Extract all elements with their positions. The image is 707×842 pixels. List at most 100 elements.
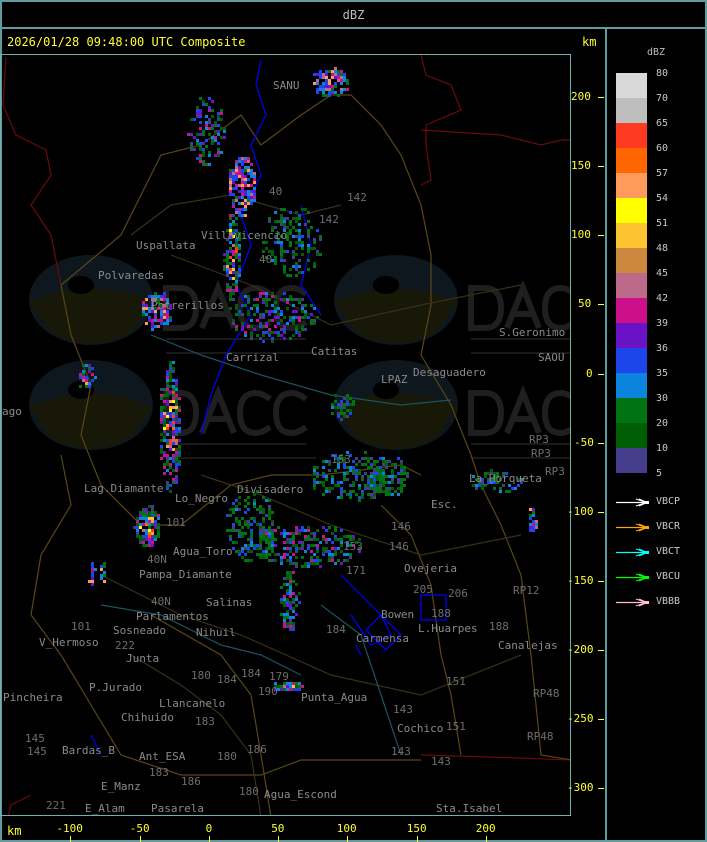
radar-echo [229,193,232,196]
radar-echo [376,478,379,481]
radar-echo [238,274,241,277]
radar-echo [163,310,166,313]
radar-echo [247,310,250,313]
radar-echo [247,184,250,187]
radar-echo [361,478,364,481]
radar-echo [262,535,265,538]
radar-echo [166,445,169,448]
radar-echo [145,298,148,301]
radar-echo [325,76,328,79]
radar-echo [175,454,178,457]
radar-echo [250,532,253,535]
radar-echo [88,580,91,583]
radar-echo [289,274,292,277]
radar-echo [295,220,298,223]
radar-echo [265,547,268,550]
map-canvas[interactable]: UspallataPolvaredasVillavicencioPotreril… [1,55,571,816]
radar-echo [163,406,166,409]
radar-echo [226,274,229,277]
radar-echo [268,535,271,538]
radar-echo [88,385,91,388]
radar-echo [265,499,268,502]
radar-echo [178,451,181,454]
radar-echo [337,484,340,487]
radar-echo [238,175,241,178]
radar-echo [178,460,181,463]
radar-echo [241,157,244,160]
radar-echo [349,493,352,496]
radar-echo [232,511,235,514]
radar-echo [292,598,295,601]
radar-echo [310,319,313,322]
radar-echo [274,307,277,310]
radar-map[interactable]: Uspallata Polvaredas Villavicencio Potreril… [0,54,571,816]
radar-echo [256,310,259,313]
radar-echo [175,460,178,463]
radar-echo [166,433,169,436]
radar-echo [334,76,337,79]
radar-echo [238,253,241,256]
radar-echo [211,127,214,130]
radar-echo [148,511,151,514]
radar-echo [337,76,340,79]
radar-echo [154,325,157,328]
radar-echo [322,82,325,85]
radar-echo [241,325,244,328]
radar-echo [235,175,238,178]
radar-echo [292,580,295,583]
radar-echo [406,472,409,475]
radar-echo [175,397,178,400]
radar-echo [331,403,334,406]
radar-echo [343,73,346,76]
radar-echo [151,511,154,514]
radar-echo [361,496,364,499]
radar-echo [352,472,355,475]
radar-echo [283,331,286,334]
radar-echo [346,472,349,475]
radar-echo [247,325,250,328]
radar-echo [277,688,280,691]
radar-echo [232,181,235,184]
radar-echo [361,463,364,466]
radar-echo [265,298,268,301]
radar-echo [151,538,154,541]
radar-echo [247,298,250,301]
radar-echo [331,412,334,415]
place-label: Llancanelo [159,697,225,710]
place-label: V_Hermoso [39,636,99,649]
radar-echo [346,535,349,538]
x-tick-label: 50 [271,822,285,835]
radar-label: VBCR [656,521,681,532]
radar-echo [328,487,331,490]
radar-echo [169,361,172,364]
radar-echo [343,415,346,418]
radar-echo [247,169,250,172]
radar-echo [250,169,253,172]
radar-echo [283,208,286,211]
radar-echo [235,499,238,502]
route-label: 183 [195,715,215,728]
radar-echo [328,559,331,562]
radar-echo [166,313,169,316]
radar-echo [262,511,265,514]
radar-echo [337,412,340,415]
radar-echo [280,685,283,688]
radar-echo [175,433,178,436]
radar-echo [388,460,391,463]
radar-echo [274,220,277,223]
radar-echo [328,553,331,556]
radar-echo [148,316,151,319]
radar-echo [172,397,175,400]
x-unit-label: km [7,824,22,838]
radar-echo [157,325,160,328]
radar-echo [382,457,385,460]
radar-echo [238,310,241,313]
radar-echo [295,298,298,301]
map-boundaries [2,55,570,815]
boundary-line [420,55,570,186]
radar-echo [211,109,214,112]
radar-echo [325,94,328,97]
radar-echo [349,469,352,472]
radar-echo [163,313,166,316]
radar-echo [166,388,169,391]
